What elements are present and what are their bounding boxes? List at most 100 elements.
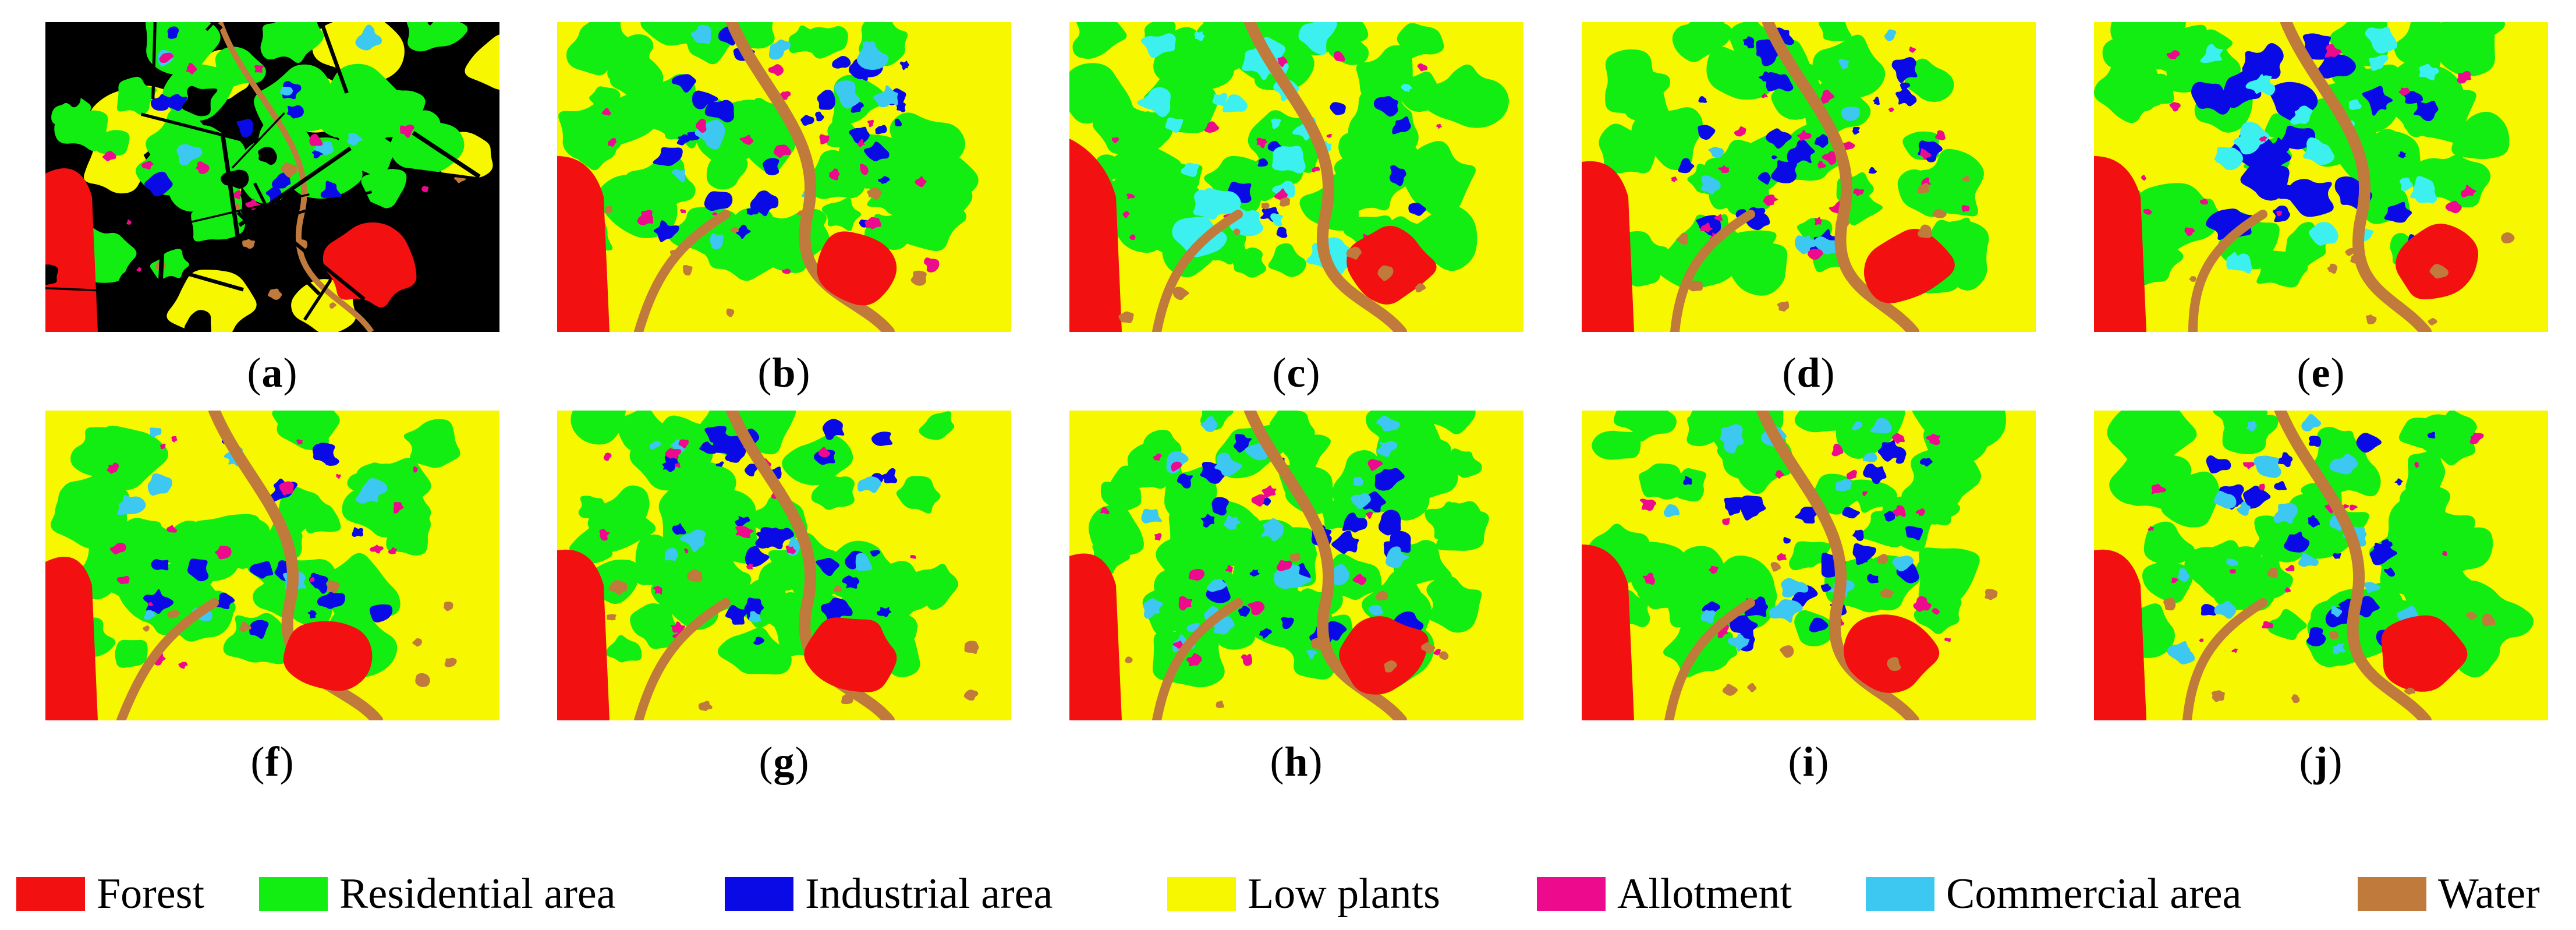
commercial-patch (279, 86, 293, 96)
residential-patch (630, 603, 679, 649)
pond (1216, 701, 1225, 708)
allotment-patch (310, 577, 316, 583)
allotment-patch (171, 436, 178, 443)
industrial-patch (870, 550, 880, 557)
allotment-patch (1718, 165, 1730, 174)
industrial-patch (864, 142, 890, 162)
allotment-patch (785, 545, 796, 554)
industrial-patch (2397, 151, 2406, 158)
low-plants-parcel (312, 22, 405, 82)
commercial-patch (1140, 33, 1176, 58)
industrial-patch (2284, 531, 2310, 553)
residential-patch (1639, 463, 1681, 500)
industrial-patch (1678, 158, 1695, 174)
allotment-patch (178, 662, 188, 669)
commercial-patch (1270, 213, 1284, 227)
allotment-patch (1777, 553, 1787, 561)
allotment-patch (637, 210, 654, 225)
industrial-patch (1374, 468, 1405, 491)
river-branch (1670, 210, 1755, 332)
allotment-patch (768, 64, 784, 76)
river-branch (634, 598, 731, 720)
legend-swatch-forest (16, 877, 85, 911)
industrial-patch (1783, 537, 1791, 544)
road (231, 112, 285, 169)
industrial-patch (2274, 480, 2287, 490)
pond (444, 602, 453, 611)
commercial-patch (2273, 503, 2298, 524)
residential-patch (890, 112, 965, 179)
industrial-patch (2373, 543, 2391, 557)
panel-h-letter: h (1284, 738, 1309, 785)
commercial-patch (2365, 27, 2398, 54)
industrial-patch (1177, 473, 1193, 489)
residential-patch (2369, 521, 2433, 578)
industrial-patch (704, 426, 727, 443)
commercial-patch (2228, 253, 2252, 274)
commercial-patch (356, 478, 388, 504)
allotment-patch (867, 119, 874, 128)
residential-patch (70, 427, 141, 480)
forest-south (1339, 616, 1429, 695)
allotment-patch (915, 176, 927, 188)
industrial-patch (2276, 452, 2293, 468)
residential-patch (1904, 58, 1954, 102)
allotment-patch (860, 164, 869, 175)
industrial-patch (1815, 134, 1829, 148)
residential-patch (1142, 585, 1211, 635)
commercial-patch (1727, 634, 1750, 652)
industrial-patch (214, 592, 235, 610)
industrial-patch (1742, 36, 1755, 48)
forest-south (2395, 224, 2479, 299)
allotment-patch (864, 220, 878, 229)
industrial-patch (249, 561, 274, 579)
allotment-patch (370, 544, 384, 554)
allotment-patch (254, 65, 264, 73)
residential-patch (361, 169, 407, 208)
industrial-patch (317, 592, 346, 609)
river-branch (1152, 598, 1243, 720)
commercial-patch (2400, 177, 2413, 191)
commercial-patch (1274, 569, 1312, 589)
pond (1689, 280, 1703, 292)
forest-west (2094, 156, 2146, 332)
allotment-patch (2169, 102, 2181, 112)
allotment-patch (1892, 433, 1905, 444)
pond (1770, 561, 1781, 572)
pond (2266, 567, 2278, 578)
allotment-patch (1112, 137, 1119, 143)
road (413, 193, 458, 297)
commercial-patch (834, 80, 860, 109)
commercial-patch (1353, 476, 1364, 486)
panel-f-map (45, 411, 499, 720)
pond (682, 265, 693, 276)
commercial-patch (1376, 440, 1398, 457)
industrial-patch (1766, 72, 1794, 91)
forest-south (2381, 615, 2468, 692)
commercial-patch (1769, 599, 1803, 623)
allotment-patch (2445, 200, 2462, 214)
commercial-patch (2332, 643, 2345, 655)
commercial-patch (1851, 421, 1863, 430)
road (253, 182, 302, 275)
allotment-patch (829, 168, 840, 181)
allotment-patch (2469, 433, 2484, 444)
pond (2501, 232, 2515, 243)
forest-west (1069, 553, 1122, 720)
residential-patch (573, 128, 619, 171)
allotment-patch (116, 575, 130, 585)
forest-south (817, 231, 897, 306)
allotment-patch (1888, 107, 1894, 112)
legend-label-allotment: Allotment (1617, 870, 1792, 918)
industrial-patch (1373, 96, 1398, 117)
residential-patch (406, 22, 468, 52)
industrial-patch (2333, 553, 2341, 559)
allotment-patch (712, 212, 717, 215)
commercial-patch (1212, 93, 1228, 107)
commercial-patch (710, 233, 724, 250)
allotment-patch (215, 545, 232, 560)
pond (841, 693, 854, 705)
allotment-patch (683, 548, 689, 554)
allotment-patch (2199, 199, 2208, 205)
commercial-patch (1720, 424, 1744, 454)
